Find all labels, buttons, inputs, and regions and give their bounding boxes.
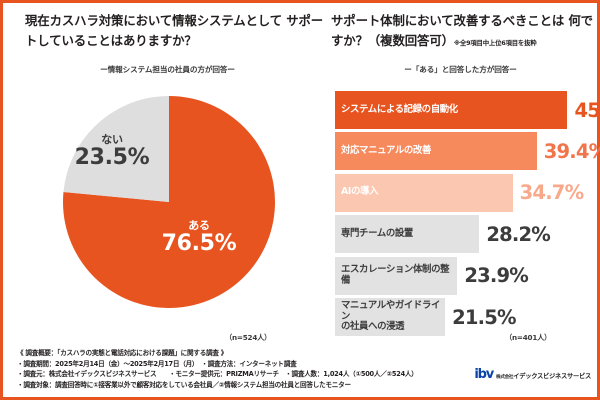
bar-segment: マニュアルやガイドライン の社員への浸透	[335, 298, 446, 336]
bar-row: マニュアルやガイドライン の社員への浸透 21.5%	[335, 298, 517, 336]
bar-category-label: AIの導入	[341, 186, 379, 198]
pie-slice-0	[63, 96, 275, 308]
footer-line-1: 《 調査概要：「カスハラの実態と電話対応における課題」に関する調査 》	[17, 349, 228, 357]
left-panel-title: 現在カスハラ対策において情報システムとして サポートしていることはありますか？	[25, 13, 324, 49]
company-name-text: イデックスビジネスサービス	[513, 372, 591, 380]
right-panel-title-text: サポート体制において改善するべきことは 何ですか？（複数回答可）	[331, 13, 593, 49]
right-panel-n-count: （n=401人）	[505, 333, 552, 342]
bar-category-label: 専門チームの設置	[341, 227, 413, 239]
brand-logo: ibv 株式会社イデックスビジネスサービス	[474, 367, 591, 382]
company-prefix: 株式会社	[496, 374, 514, 380]
bar-value-label: 45.4%	[574, 98, 600, 122]
right-panel-subcaption: ー「ある」と回答した方が回答ー	[404, 65, 517, 74]
bar-value-label: 21.5%	[452, 305, 516, 329]
footer-line-4: ・調査対象：調査回答時に①接客業以外で顧客対応をしている会社員／②情報システム担…	[17, 381, 351, 390]
bar-value-label: 23.9%	[464, 264, 529, 288]
bar-value-label: 28.2%	[486, 222, 551, 246]
bar-category-label: 対応マニュアルの改善	[341, 145, 431, 157]
bar-row: エスカレーション体制の整備 23.9%	[335, 256, 529, 295]
bar-chart: システムによる記録の自動化 45.4% 対応マニュアルの改善 39.4% AIの導入 34…	[335, 91, 600, 339]
bar-segment: 対応マニュアルの改善	[335, 132, 537, 171]
bar-value-label: 34.7%	[519, 181, 584, 205]
right-panel-title: サポート体制において改善するべきことは 何ですか？（複数回答可）※全9項目中上位…	[331, 11, 596, 51]
pie-chart: ない 23.5% ある 76.5%	[63, 96, 275, 308]
bar-segment: システムによる記録の自動化	[335, 91, 568, 129]
bar-category-label: エスカレーション体制の整備	[341, 263, 450, 286]
bar-segment: エスカレーション体制の整備	[335, 256, 458, 295]
bar-value-label: 39.4%	[543, 139, 600, 163]
bar-segment: 専門チームの設置	[335, 215, 480, 254]
footer: 《 調査概要：「カスハラの実態と電話対応における課題」に関する調査 》 ・調査期…	[17, 348, 592, 391]
pie-chart-svg	[63, 96, 275, 308]
left-panel-n-count: （n=524人）	[225, 333, 272, 342]
bar-category-label: マニュアルやガイドライン の社員への浸透	[341, 299, 440, 333]
bar-segment: AIの導入	[335, 173, 513, 212]
bar-row: AIの導入 34.7%	[335, 173, 584, 212]
footer-line-3: ・調査元：株式会社イデックスビジネスサービス ・モニター提供元：PRIZMAリサ…	[17, 370, 418, 379]
footer-line-2: ・調査期間：2025年2月14日（金）～2025年2月17日（月） ・調査方法：…	[17, 359, 297, 368]
pie-slice-1	[63, 96, 170, 202]
ibv-logo-icon: ibv	[474, 367, 494, 382]
bar-row: 専門チームの設置 28.2%	[335, 215, 551, 254]
bar-category-label: システムによる記録の自動化	[341, 103, 458, 115]
bar-row: 対応マニュアルの改善 39.4%	[335, 132, 600, 171]
bar-row: システムによる記録の自動化 45.4%	[335, 91, 600, 129]
left-panel-subcaption: ー情報システム担当の社員の方が回答ー	[100, 65, 235, 74]
right-panel-title-note: ※全9項目中上位6項目を抜粋	[453, 39, 537, 48]
company-name: 株式会社イデックスビジネスサービス	[496, 371, 591, 380]
